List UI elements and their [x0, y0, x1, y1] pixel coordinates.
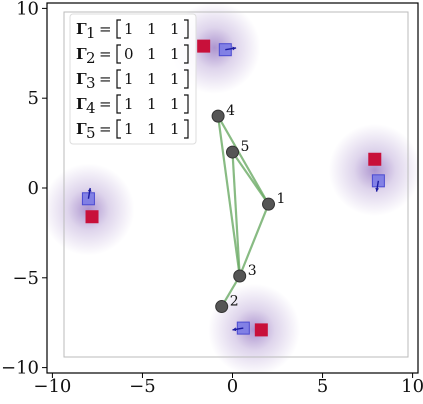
legend-vector-value: 1 [124, 95, 134, 113]
node-5 [226, 145, 239, 159]
edge-1-3 [238, 203, 270, 277]
legend-symbol: Γ [76, 120, 87, 138]
legend-bracket-right [184, 44, 189, 64]
node-label-5: 5 [241, 139, 250, 155]
legend-bracket-left [116, 94, 121, 114]
node-2 [215, 300, 229, 314]
legend-index: 3 [86, 74, 96, 92]
legend-bracket-right [184, 69, 189, 89]
red-square-3 [85, 210, 99, 224]
legend-vector-value: 1 [170, 120, 180, 138]
legend-equals: = [99, 20, 112, 38]
legend-vector-value: 1 [124, 120, 134, 138]
node-label-4: 4 [226, 103, 235, 119]
square-layer [81, 39, 385, 337]
legend-symbol: Γ [76, 70, 87, 88]
glow-4 [208, 283, 301, 373]
y-tick-label: −5 [12, 268, 39, 289]
legend-entry-2: Γ 2 = 0 1 1 [76, 44, 189, 67]
y-tick-label: −10 [1, 358, 39, 379]
legend-symbol: Γ [76, 20, 87, 38]
x-tick-label: −10 [33, 376, 71, 397]
x-tick-label: −5 [129, 376, 156, 397]
legend-symbol: Γ [76, 45, 87, 63]
arrow-layer [87, 46, 380, 332]
legend-index: 1 [86, 24, 96, 42]
y-tick-label: 0 [28, 178, 39, 199]
legend-bracket-left [116, 119, 121, 139]
arrow-head-1 [232, 46, 237, 51]
legend-frame [69, 13, 197, 145]
legend-bracket-right [184, 119, 189, 139]
legend-bracket-left [116, 69, 121, 89]
y-tick-label: 10 [16, 0, 39, 19]
red-square-4 [254, 323, 268, 337]
legend-vector-value: 1 [124, 20, 134, 38]
legend-vector-value: 1 [170, 45, 180, 63]
arrow-head-4 [232, 327, 237, 332]
legend-entry-4: Γ 4 = 1 1 1 [76, 94, 189, 117]
legend-vector-value: 1 [170, 20, 180, 38]
legend-vector-value: 1 [147, 95, 157, 113]
edge-1-4 [217, 115, 270, 205]
legend-box: Γ 1 = 1 1 1Γ 2 = 0 1 1Γ 3 = 1 1 1Γ 4 = 1 1 1Γ 5 = 1 1 1 [69, 13, 197, 145]
x-tick-label: 0 [227, 376, 238, 397]
legend-equals: = [99, 45, 112, 63]
edge-1-5 [231, 151, 270, 205]
node-4 [211, 109, 225, 123]
legend-entry-5: Γ 5 = 1 1 1 [76, 119, 189, 142]
legend-entry-3: Γ 3 = 1 1 1 [76, 69, 189, 92]
inner-frame [63, 11, 409, 358]
legend-vector-value: 1 [147, 120, 157, 138]
legend-vector-value: 1 [147, 70, 157, 88]
legend-symbol: Γ [76, 95, 87, 113]
arrow-head-2 [375, 187, 380, 192]
legend-vector-value: 1 [170, 95, 180, 113]
legend-bracket-right [184, 19, 189, 39]
y-tick-label: 5 [28, 88, 39, 109]
legend-vector-value: 1 [170, 70, 180, 88]
arrow-head-3 [87, 188, 92, 192]
legend-equals: = [99, 95, 112, 113]
legend-equals: = [99, 120, 112, 138]
glow-3 [47, 163, 135, 256]
legend-index: 5 [86, 124, 96, 142]
legend-bracket-left [116, 19, 121, 39]
legend-equals: = [99, 70, 112, 88]
node-label-1: 1 [277, 191, 286, 207]
legend-entry-1: Γ 1 = 1 1 1 [76, 19, 189, 42]
legend-bracket-right [184, 94, 189, 114]
legend-vector-value: 1 [147, 20, 157, 38]
legend-vector-value: 0 [124, 45, 134, 63]
edge-layer [217, 115, 270, 308]
legend-index: 4 [86, 99, 96, 117]
node-label-3: 3 [248, 263, 257, 279]
legend-vector-value: 1 [147, 45, 157, 63]
edge-3-5 [231, 152, 241, 277]
legend-bracket-left [116, 44, 121, 64]
node-label-2: 2 [230, 294, 239, 310]
x-tick-label: 10 [401, 376, 423, 397]
edge-3-4 [217, 116, 241, 277]
node-1 [262, 197, 276, 211]
glow-2 [328, 124, 418, 217]
legend-index: 2 [86, 49, 96, 67]
x-tick-label: 5 [317, 376, 328, 397]
red-square-1 [197, 39, 211, 53]
node-3 [233, 269, 247, 283]
legend-vector-value: 1 [124, 70, 134, 88]
red-square-2 [368, 152, 382, 166]
